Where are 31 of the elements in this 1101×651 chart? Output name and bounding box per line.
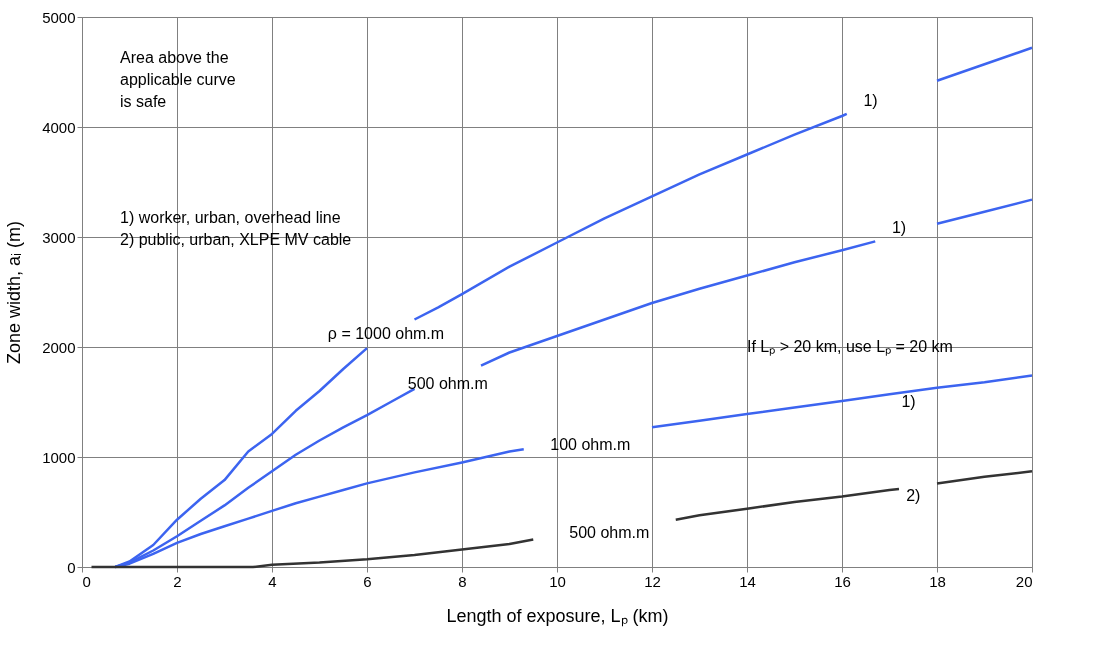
x-tick-label: 4 xyxy=(268,572,277,590)
x-tick-label: 16 xyxy=(834,572,851,590)
x-tick-label: 10 xyxy=(549,572,566,590)
annotation: 500 ohm.m xyxy=(407,375,488,393)
annotation: 2) public, urban, XLPE MV cable xyxy=(120,230,352,248)
y-axis-title: Zone width, aᵢ (m) xyxy=(4,221,25,364)
annotation: ρ = 1000 ohm.m xyxy=(327,324,445,342)
x-tick-label: 12 xyxy=(644,572,661,590)
y-tick-label: 5000 xyxy=(42,8,76,26)
annotation: 2) xyxy=(906,486,921,504)
x-tick-label: 0 xyxy=(82,572,91,590)
annotation: 1) xyxy=(901,393,916,410)
x-tick-label: 14 xyxy=(739,572,756,590)
x-tick-label: 20 xyxy=(1015,572,1033,590)
y-tick-label: 3000 xyxy=(42,228,76,246)
y-tick-label: 2000 xyxy=(42,338,76,356)
x-tick-label: 18 xyxy=(929,572,946,590)
annotation: If Lₚ > 20 km, use Lₚ = 20 km xyxy=(747,338,953,356)
annotation: Area above the applicable curve is safe xyxy=(120,49,236,110)
annotation: 1) xyxy=(891,219,907,237)
y-tick-label: 1000 xyxy=(42,448,76,466)
annotation: 1) worker, urban, overhead line xyxy=(120,208,341,226)
x-tick-label: 2 xyxy=(173,572,182,590)
x-tick-label: 8 xyxy=(458,572,467,590)
x-tick-label: 6 xyxy=(363,572,372,590)
annotation: 100 ohm.m xyxy=(550,435,631,453)
annotation: 1) xyxy=(863,91,878,109)
annotation: 500 ohm.m xyxy=(569,523,650,541)
y-tick-label: 0 xyxy=(67,558,76,576)
x-axis-title: Length of exposure, Lₚ (km) xyxy=(446,605,669,627)
y-tick-label: 4000 xyxy=(42,118,76,136)
